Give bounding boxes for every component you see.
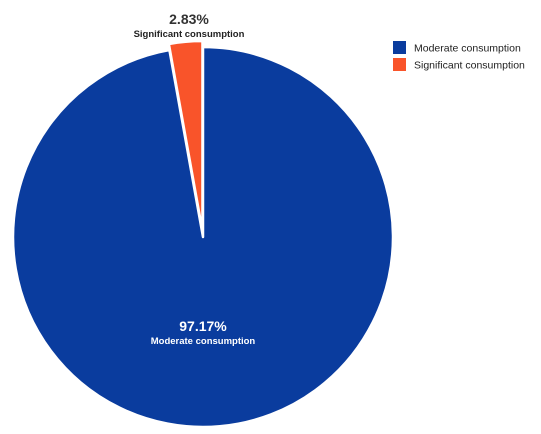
slice-significant-consumption[interactable] — [167, 39, 204, 233]
legend-swatch-moderate-consumption — [393, 41, 406, 54]
slice-label-name-significant-consumption: Significant consumption — [134, 29, 245, 40]
slice-label-percent-moderate-consumption: 97.17% — [179, 318, 227, 334]
legend-label-significant-consumption: Significant consumption — [414, 60, 525, 72]
legend: Moderate consumption Significant consumpt… — [393, 41, 525, 72]
slice-label-percent-significant-consumption: 2.83% — [169, 11, 209, 27]
legend-item-moderate-consumption[interactable]: Moderate consumption — [393, 41, 521, 55]
legend-swatch-significant-consumption — [393, 58, 406, 71]
legend-label-moderate-consumption: Moderate consumption — [414, 43, 521, 55]
slice-moderate-consumption[interactable] — [11, 45, 395, 429]
pie-slices — [11, 39, 395, 429]
legend-item-significant-consumption[interactable]: Significant consumption — [393, 58, 525, 72]
slice-label-name-moderate-consumption: Moderate consumption — [151, 336, 256, 347]
pie-labels: 97.17% Moderate consumption 2.83% Significa… — [134, 11, 256, 347]
